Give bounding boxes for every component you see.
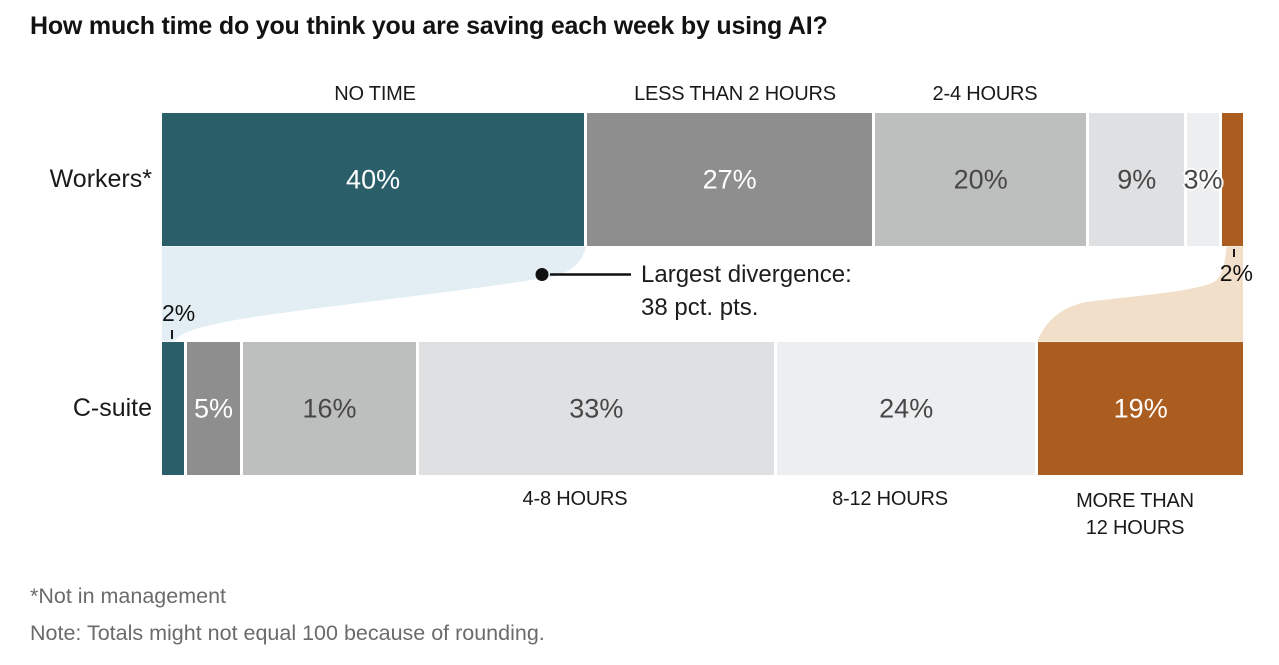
category-label-2-4-hours: 2-4 HOURS	[932, 83, 1038, 105]
annotation-line2: 38 pct. pts.	[641, 294, 759, 321]
segment-csuite-3: 33%	[418, 342, 774, 475]
segment-value-label: 16%	[302, 393, 357, 423]
segment-workers-5	[1221, 113, 1243, 246]
segment-value-label: 9%	[1117, 164, 1157, 194]
category-label-no-time: NO TIME	[334, 83, 416, 105]
annotation-text: Largest divergence: 38 pct. pts.	[641, 258, 852, 324]
segment-value-label: 24%	[879, 393, 934, 423]
segment-workers-0: 40%	[162, 113, 585, 246]
bar-workers: 40% 27% 20% 9% 3%	[162, 113, 1243, 246]
segment-value-label: 27%	[702, 164, 757, 194]
category-label-less-than-2-hours: LESS THAN 2 HOURS	[634, 83, 836, 105]
row-label-workers: Workers*	[49, 165, 152, 193]
workers-more-than-12-tick	[1233, 249, 1235, 257]
chart-title: How much time do you think you are savin…	[30, 12, 828, 40]
segment-csuite-0	[162, 342, 184, 475]
segment-csuite-4: 24%	[776, 342, 1036, 475]
annotation-dot	[535, 268, 549, 281]
segment-csuite-5: 19%	[1038, 342, 1243, 475]
category-label-4-8-hours: 4-8 HOURS	[522, 488, 628, 510]
segment-value-label: 33%	[569, 393, 624, 423]
workers-more-than-12-value-label: 2%	[1219, 260, 1253, 286]
footnote-rounding: Note: Totals might not equal 100 because…	[30, 621, 545, 645]
flow-more-than-12	[1037, 246, 1243, 342]
segment-workers-2: 20%	[875, 113, 1087, 246]
row-label-csuite: C-suite	[72, 394, 152, 422]
csuite-no-time-value-label: 2%	[162, 300, 196, 326]
bar-csuite: 5% 16% 33% 24% 19%	[162, 342, 1243, 475]
category-label-more-than-12-hours: MORE THAN 12 HOURS	[1076, 490, 1194, 539]
segment-workers-1: 27%	[587, 113, 873, 246]
segment-csuite-2: 16%	[243, 342, 416, 475]
segment-value-label: 19%	[1113, 393, 1168, 423]
segment-value-label: 40%	[346, 164, 401, 194]
segment-value-label: 5%	[193, 393, 233, 423]
category-label-8-12-hours: 8-12 HOURS	[832, 488, 948, 510]
segment-workers-4: 3%	[1184, 113, 1223, 246]
csuite-no-time-tick	[171, 330, 173, 339]
flow-no-time	[162, 246, 586, 342]
segment-workers-3: 9%	[1089, 113, 1185, 246]
segment-value-label: 20%	[953, 164, 1008, 194]
segment-csuite-1: 5%	[186, 342, 241, 475]
annotation-line1: Largest divergence:	[641, 261, 852, 288]
footnotes: *Not in management Note: Totals might no…	[30, 578, 545, 652]
footnote-asterisk: *Not in management	[30, 584, 226, 608]
segment-value-label: 3%	[1183, 164, 1223, 194]
